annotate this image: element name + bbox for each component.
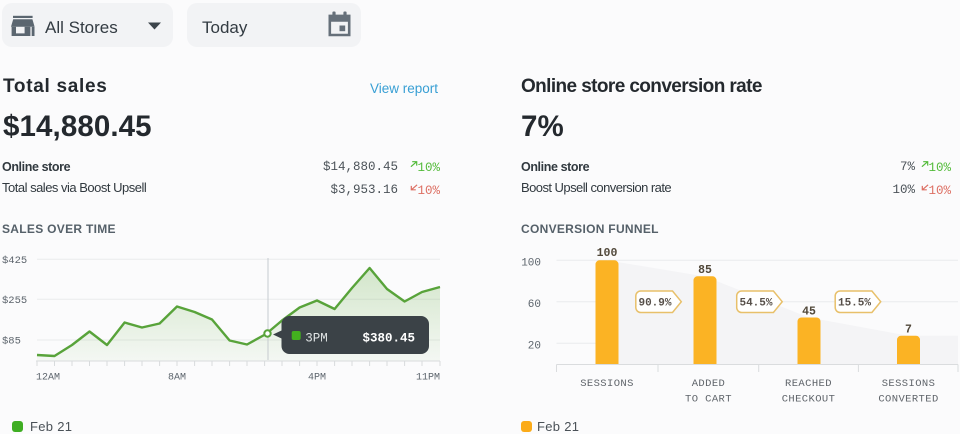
- svg-text:TO CART: TO CART: [685, 394, 732, 406]
- svg-text:CHECKOUT: CHECKOUT: [782, 394, 836, 406]
- svg-text:CONVERTED: CONVERTED: [878, 394, 938, 406]
- svg-text:85: 85: [698, 264, 712, 277]
- svg-text:$380.45: $380.45: [362, 332, 415, 346]
- svg-text:90.9%: 90.9%: [638, 298, 671, 310]
- svg-text:100: 100: [597, 247, 618, 260]
- svg-text:7: 7: [905, 324, 912, 337]
- svg-text:45: 45: [802, 306, 816, 319]
- svg-text:8AM: 8AM: [168, 373, 186, 384]
- svg-text:15.5%: 15.5%: [838, 298, 871, 310]
- svg-text:12AM: 12AM: [36, 373, 60, 384]
- svg-text:60: 60: [528, 299, 541, 311]
- svg-text:11PM: 11PM: [416, 373, 440, 384]
- svg-text:SESSIONS: SESSIONS: [882, 378, 936, 390]
- svg-text:SESSIONS: SESSIONS: [580, 378, 634, 390]
- svg-text:54.5%: 54.5%: [739, 298, 772, 310]
- svg-text:20: 20: [528, 341, 541, 353]
- svg-text:4PM: 4PM: [308, 373, 326, 384]
- svg-text:$85: $85: [2, 336, 21, 348]
- svg-text:$255: $255: [2, 295, 27, 307]
- svg-text:ADDED: ADDED: [692, 378, 726, 390]
- svg-text:100: 100: [521, 258, 541, 270]
- svg-text:REACHED: REACHED: [785, 378, 832, 390]
- svg-text:$425: $425: [2, 255, 27, 267]
- svg-text:3PM: 3PM: [305, 332, 328, 346]
